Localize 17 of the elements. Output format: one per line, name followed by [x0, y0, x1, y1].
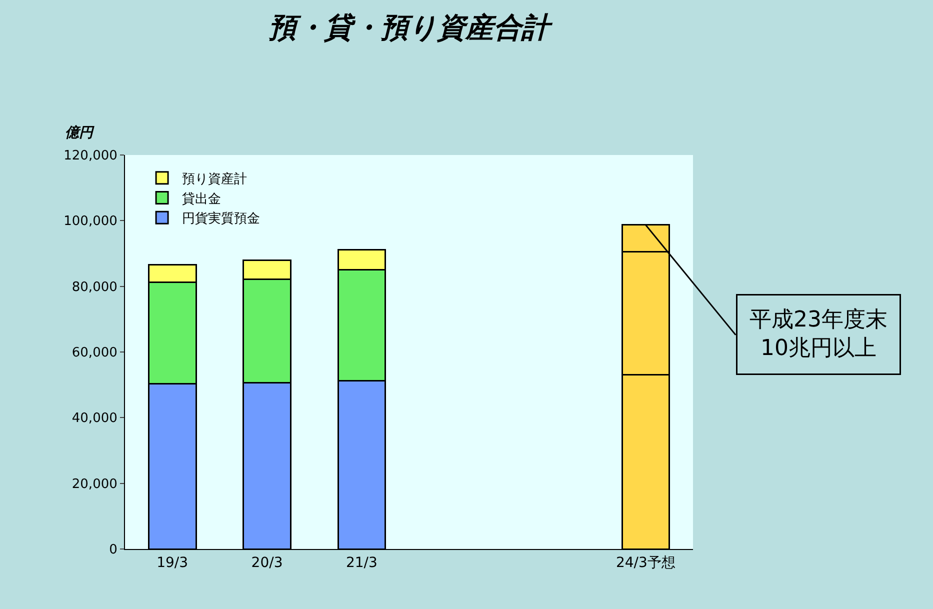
legend-label: 預り資産計 — [182, 170, 248, 187]
x-tick-label: 20/3 — [251, 554, 283, 571]
y-tick-label: 0 — [109, 542, 118, 558]
x-tick-label: 21/3 — [346, 554, 378, 571]
annotation: 平成23年度末 10兆円以上 — [750, 308, 888, 362]
y-tick-label: 20,000 — [72, 476, 118, 492]
y-axis-title: 億円 — [65, 124, 95, 141]
chart-title: 預・貸・預り資産合計 — [268, 11, 554, 44]
y-tick-label: 80,000 — [72, 280, 118, 295]
x-tick-label: 19/3 — [156, 554, 188, 571]
y-tick-label: 100,000 — [64, 214, 118, 230]
y-tick-label: 120,000 — [64, 148, 118, 164]
legend-label: 円貨実質預金 — [182, 210, 260, 227]
x-tick-label: 24/3予想 — [616, 554, 676, 571]
legend-label: 貸出金 — [182, 192, 222, 207]
y-tick-label: 60,000 — [72, 346, 118, 361]
y-tick-label: 40,000 — [72, 411, 118, 426]
